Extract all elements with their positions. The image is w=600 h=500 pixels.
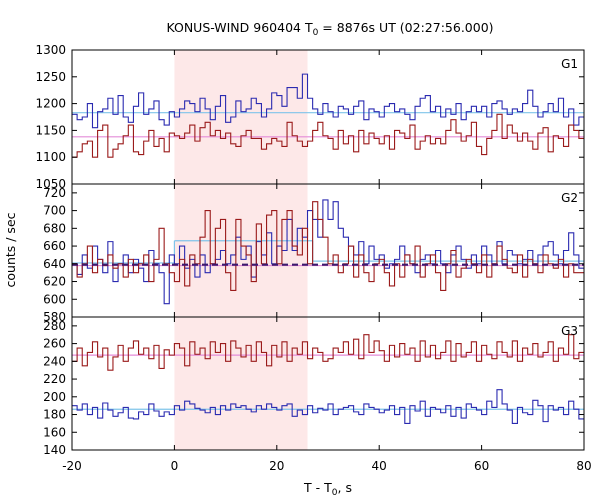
panel-g2-y-tick-label: 720 (43, 186, 66, 200)
panel-g3-y-tick-label: 180 (43, 408, 66, 422)
panel-g3-label: G3 (561, 324, 578, 338)
chart-title-subscript: 0 (313, 28, 319, 38)
panel-g1-y-tick-label: 1100 (35, 150, 66, 164)
panel-g2-y-tick-label: 660 (43, 239, 66, 253)
panel-g1-label: G1 (561, 57, 578, 71)
panel-g3-blue-series (72, 389, 584, 424)
x-tick-label: 0 (171, 459, 179, 473)
panel-g3-y-tick-label: 160 (43, 425, 66, 439)
panel-g3-y-tick-label: 280 (43, 319, 66, 333)
x-tick-label: 60 (474, 459, 489, 473)
x-tick-label: 20 (269, 459, 284, 473)
x-tick-label: -20 (62, 459, 82, 473)
panel-g2-y-tick-label: 580 (43, 310, 66, 324)
panel-g1-y-tick-label: 1150 (35, 123, 66, 137)
panel-g1-y-tick-label: 1300 (35, 43, 66, 57)
panel-g3-y-tick-label: 220 (43, 372, 66, 386)
x-tick-label: 40 (372, 459, 387, 473)
chart-title: KONUS-WIND 960404 T0 = 8876s UT (02:27:5… (166, 20, 493, 38)
panel-g3-y-tick-label: 140 (43, 443, 66, 457)
panel-g1-blue-series (72, 73, 584, 129)
panel-g2-y-tick-label: 640 (43, 257, 66, 271)
panel-g2-y-tick-label: 680 (43, 221, 66, 235)
panel-g2-y-tick-label: 620 (43, 275, 66, 289)
panel-g3-y-tick-label: 260 (43, 337, 66, 351)
x-tick-label: 80 (576, 459, 591, 473)
panel-g2-blue-series (72, 199, 584, 305)
panel-g1-y-tick-label: 1050 (35, 177, 66, 191)
panel-g1-frame (71, 49, 585, 185)
y-axis-label: counts / sec (3, 212, 18, 287)
panel-g1-red-series (72, 113, 584, 158)
panel-g3-y-tick-label: 200 (43, 390, 66, 404)
panel-g2-label: G2 (561, 191, 578, 205)
panel-g2-y-tick-label: 700 (43, 204, 66, 218)
panel-g2-y-tick-label: 600 (43, 292, 66, 306)
axes-layer: 105011001150120012501300G158060062064066… (35, 43, 591, 473)
panel-g3-y-tick-label: 240 (43, 354, 66, 368)
x-axis-label-subscript: 0 (332, 488, 338, 498)
x-axis-label: T - T0, s (303, 480, 352, 498)
panel-g1-y-tick-label: 1200 (35, 97, 66, 111)
panel-g3-red-series (72, 334, 584, 371)
panel-g1-y-tick-label: 1250 (35, 70, 66, 84)
series-layer (72, 73, 584, 424)
panel-g3-frame (71, 316, 585, 451)
